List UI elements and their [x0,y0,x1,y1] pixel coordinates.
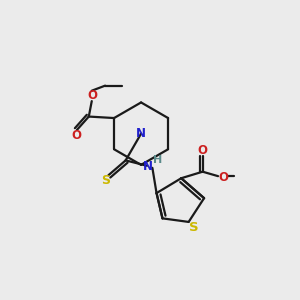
Text: N: N [136,127,146,140]
Text: O: O [218,170,228,184]
Text: H: H [153,155,162,165]
Text: S: S [101,174,110,187]
Text: O: O [87,89,98,102]
Text: O: O [71,129,81,142]
Text: S: S [189,221,199,234]
Text: O: O [197,144,207,158]
Text: N: N [143,160,153,173]
